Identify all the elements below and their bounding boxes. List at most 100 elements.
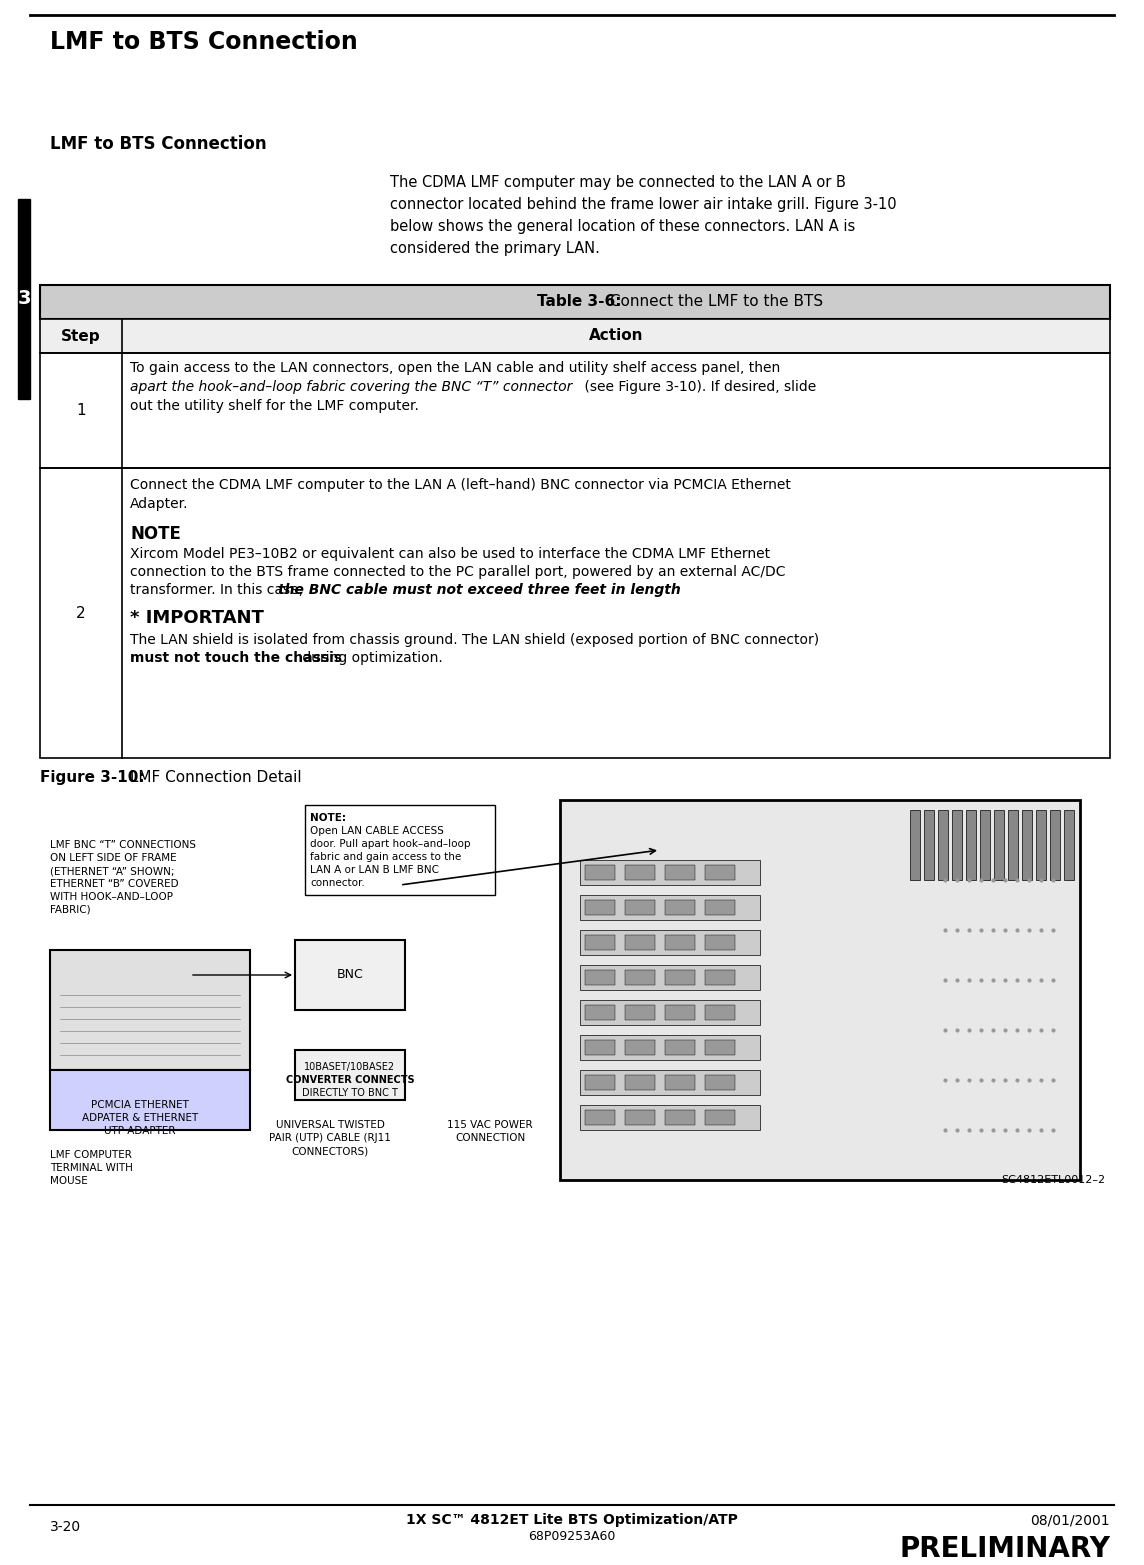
Bar [994, 811, 1004, 880]
Bar [580, 1034, 760, 1060]
Text: door. Pull apart hook–and–loop: door. Pull apart hook–and–loop [310, 839, 470, 848]
Bar [305, 804, 495, 895]
Text: UNIVERSAL TWISTED: UNIVERSAL TWISTED [276, 1121, 384, 1130]
Bar [705, 1110, 734, 1125]
Text: considered the primary LAN.: considered the primary LAN. [390, 241, 599, 257]
Text: UTP ADAPTER: UTP ADAPTER [104, 1125, 176, 1136]
Bar [580, 930, 760, 955]
Text: Table 3-6:: Table 3-6: [537, 294, 621, 310]
Bar [665, 1110, 696, 1125]
Bar [625, 865, 656, 880]
Text: 2: 2 [77, 606, 86, 620]
Text: * IMPORTANT: * IMPORTANT [130, 609, 264, 628]
Text: .: . [630, 584, 635, 596]
Text: FABRIC): FABRIC) [50, 905, 90, 916]
Text: must not touch the chassis: must not touch the chassis [130, 651, 342, 665]
Text: Open LAN CABLE ACCESS: Open LAN CABLE ACCESS [310, 826, 444, 836]
Text: ETHERNET “B” COVERED: ETHERNET “B” COVERED [50, 880, 178, 889]
Bar [952, 811, 962, 880]
Bar [580, 861, 760, 884]
Text: fabric and gain access to the: fabric and gain access to the [310, 851, 461, 862]
Bar [705, 865, 734, 880]
Text: MOUSE: MOUSE [50, 1175, 88, 1186]
Bar [1050, 811, 1060, 880]
Bar [938, 811, 948, 880]
Text: BNC: BNC [336, 969, 364, 981]
Bar [966, 811, 976, 880]
Text: The LAN shield is isolated from chassis ground. The LAN shield (exposed portion : The LAN shield is isolated from chassis … [130, 632, 819, 646]
Text: CONNECTORS): CONNECTORS) [292, 1146, 368, 1157]
Bar [585, 934, 615, 950]
Bar [665, 1075, 696, 1089]
Text: 08/01/2001: 08/01/2001 [1031, 1513, 1110, 1527]
Text: PCMCIA ETHERNET: PCMCIA ETHERNET [92, 1100, 189, 1110]
Text: connector.: connector. [310, 878, 365, 887]
Text: 68P09253A60: 68P09253A60 [529, 1531, 615, 1543]
Bar [625, 900, 656, 916]
Bar [705, 970, 734, 984]
Bar [1036, 811, 1046, 880]
Text: The CDMA LMF computer may be connected to the LAN A or B: The CDMA LMF computer may be connected t… [390, 175, 845, 189]
Text: 1X SC™ 4812ET Lite BTS Optimization/ATP: 1X SC™ 4812ET Lite BTS Optimization/ATP [406, 1513, 738, 1527]
Bar [580, 1070, 760, 1096]
Text: during optimization.: during optimization. [297, 651, 443, 665]
Bar [909, 811, 920, 880]
Bar [580, 1000, 760, 1025]
Text: LMF Connection Detail: LMF Connection Detail [125, 770, 302, 786]
Text: Xircom Model PE3–10B2 or equivalent can also be used to interface the CDMA LMF E: Xircom Model PE3–10B2 or equivalent can … [130, 548, 770, 560]
Text: 1: 1 [77, 404, 86, 418]
Bar [580, 1105, 760, 1130]
Text: (see Figure 3-10). If desired, slide: (see Figure 3-10). If desired, slide [580, 380, 817, 394]
Bar [561, 800, 1080, 1180]
Bar [665, 900, 696, 916]
Bar [625, 1041, 656, 1055]
Text: transformer. In this case,: transformer. In this case, [130, 584, 308, 596]
Bar [1064, 811, 1074, 880]
Bar [924, 811, 934, 880]
Bar [625, 934, 656, 950]
Bar [40, 319, 1110, 354]
Text: Step: Step [61, 329, 101, 343]
Text: 10BASET/10BASE2: 10BASET/10BASE2 [304, 1063, 396, 1072]
Text: TERMINAL WITH: TERMINAL WITH [50, 1163, 133, 1174]
Bar [705, 1041, 734, 1055]
Text: SC4812ETL0012–2: SC4812ETL0012–2 [1001, 1175, 1105, 1185]
Bar [295, 941, 405, 1009]
Text: To gain access to the LAN connectors, open the LAN cable and utility shelf acces: To gain access to the LAN connectors, op… [130, 362, 785, 376]
Text: below shows the general location of these connectors. LAN A is: below shows the general location of thes… [390, 219, 856, 235]
Bar [705, 934, 734, 950]
Text: apart the hook–and–loop fabric covering the BNC “T” connector: apart the hook–and–loop fabric covering … [130, 380, 572, 394]
Text: NOTE:: NOTE: [310, 812, 345, 823]
Text: the BNC cable must not exceed three feet in length: the BNC cable must not exceed three feet… [278, 584, 681, 596]
Bar [585, 970, 615, 984]
Bar [18, 199, 30, 399]
Text: LMF to BTS Connection: LMF to BTS Connection [50, 30, 358, 55]
Bar [665, 934, 696, 950]
Bar [585, 1041, 615, 1055]
Bar [665, 1005, 696, 1020]
Text: 3: 3 [17, 290, 31, 308]
Text: CONNECTION: CONNECTION [455, 1133, 525, 1142]
Bar [705, 900, 734, 916]
Bar [665, 970, 696, 984]
Text: ADPATER & ETHERNET: ADPATER & ETHERNET [82, 1113, 198, 1124]
Text: (ETHERNET “A” SHOWN;: (ETHERNET “A” SHOWN; [50, 865, 175, 876]
Bar [705, 1005, 734, 1020]
Bar [50, 950, 251, 1070]
Bar [585, 1005, 615, 1020]
Text: NOTE: NOTE [130, 524, 181, 543]
Text: Figure 3-10:: Figure 3-10: [40, 770, 144, 786]
Bar [1008, 811, 1018, 880]
Bar [625, 970, 656, 984]
Text: CONVERTER CONNECTS: CONVERTER CONNECTS [286, 1075, 414, 1085]
Text: connection to the BTS frame connected to the PC parallel port, powered by an ext: connection to the BTS frame connected to… [130, 565, 786, 579]
Bar [40, 285, 1110, 319]
Text: DIRECTLY TO BNC T: DIRECTLY TO BNC T [302, 1088, 398, 1099]
Text: Adapter.: Adapter. [130, 498, 189, 512]
Bar [665, 1041, 696, 1055]
Text: out the utility shelf for the LMF computer.: out the utility shelf for the LMF comput… [130, 399, 419, 413]
Bar [580, 895, 760, 920]
Bar [625, 1075, 656, 1089]
Bar [705, 1075, 734, 1089]
Bar [40, 468, 1110, 757]
